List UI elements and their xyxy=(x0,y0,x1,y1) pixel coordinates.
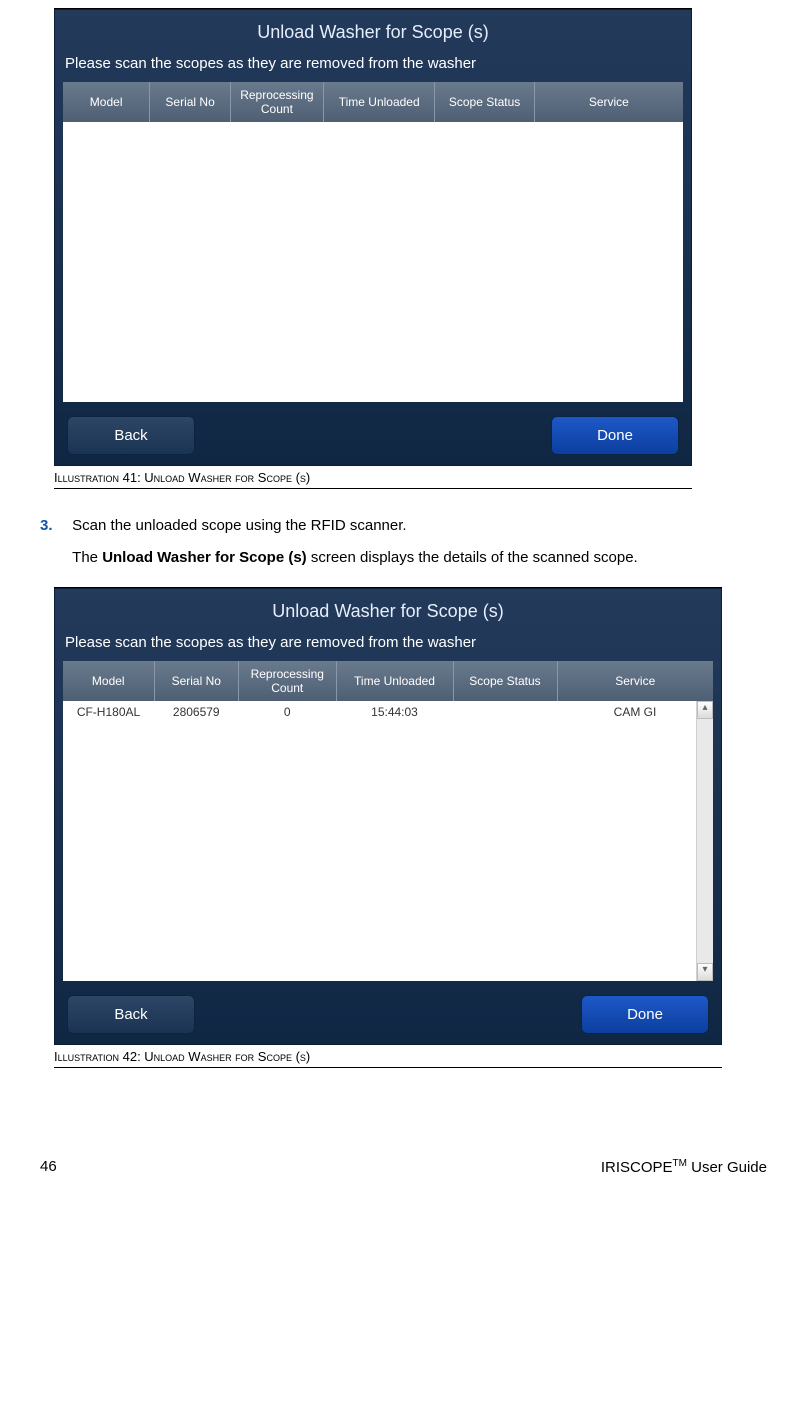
caption-prefix: Illustration xyxy=(54,470,119,485)
illustration-41: Unload Washer for Scope (s) Please scan … xyxy=(54,8,692,489)
caption-prefix: Illustration xyxy=(54,1049,119,1064)
page-number: 46 xyxy=(40,1158,57,1176)
app-window: Unload Washer for Scope (s) Please scan … xyxy=(54,9,692,466)
column-header: Service xyxy=(534,82,683,122)
caption-number: 42 xyxy=(123,1049,137,1064)
rule xyxy=(54,488,692,489)
table-cell: 15:44:03 xyxy=(336,701,453,723)
step-line-2b: screen displays the details of the scann… xyxy=(307,549,638,566)
window-title: Unload Washer for Scope (s) xyxy=(63,16,683,53)
scroll-up-icon[interactable]: ▴ xyxy=(697,701,713,719)
illustration-caption: Illustration 41: Unload Washer for Scope… xyxy=(54,466,310,485)
column-header: Serial No xyxy=(150,82,231,122)
caption-text: : Unload Washer for Scope (s) xyxy=(137,1049,310,1064)
window-instruction: Please scan the scopes as they are remov… xyxy=(63,632,713,661)
table-cell: 0 xyxy=(239,701,337,723)
button-row: Back Done xyxy=(63,995,713,1034)
column-header: ReprocessingCount xyxy=(239,661,337,701)
guide-suffix: User Guide xyxy=(687,1159,767,1176)
page-footer: 46 IRISCOPETM User Guide xyxy=(40,1158,767,1176)
done-button[interactable]: Done xyxy=(581,995,709,1034)
brand: IRISCOPE xyxy=(601,1159,673,1176)
step-line-2a: The xyxy=(72,549,102,566)
scroll-down-icon[interactable]: ▾ xyxy=(697,963,713,981)
window-title: Unload Washer for Scope (s) xyxy=(63,595,713,632)
table-cell xyxy=(453,701,557,723)
column-header: Model xyxy=(63,661,154,701)
button-row: Back Done xyxy=(63,416,683,455)
column-header: Time Unloaded xyxy=(323,82,435,122)
scope-table: ModelSerial NoReprocessingCountTime Unlo… xyxy=(63,82,683,122)
column-header: ReprocessingCount xyxy=(230,82,323,122)
guide-title: IRISCOPETM User Guide xyxy=(601,1158,767,1176)
table-body-area: ▴ ▾ xyxy=(63,122,683,402)
table-cell: 2806579 xyxy=(154,701,239,723)
app-window: Unload Washer for Scope (s) Please scan … xyxy=(54,588,722,1045)
back-button[interactable]: Back xyxy=(67,416,195,455)
scope-table: ModelSerial NoReprocessingCountTime Unlo… xyxy=(63,661,713,701)
window-instruction: Please scan the scopes as they are remov… xyxy=(63,53,683,82)
caption-number: 41 xyxy=(123,470,137,485)
table-cell: CAM GI xyxy=(557,701,713,723)
step-number: 3. xyxy=(40,515,68,537)
illustration-42: Unload Washer for Scope (s) Please scan … xyxy=(54,587,722,1068)
column-header: Time Unloaded xyxy=(336,661,453,701)
table-header-row: ModelSerial NoReprocessingCountTime Unlo… xyxy=(63,82,683,122)
step-line-2-bold: Unload Washer for Scope (s) xyxy=(102,549,306,566)
trademark: TM xyxy=(673,1158,687,1169)
column-header: Scope Status xyxy=(435,82,534,122)
table-header-row: ModelSerial NoReprocessingCountTime Unlo… xyxy=(63,661,713,701)
table-body-area: CF-H180AL2806579015:44:03 CAM GI ▴ ▾ xyxy=(63,701,713,981)
back-button[interactable]: Back xyxy=(67,995,195,1034)
column-header: Service xyxy=(557,661,713,701)
column-header: Scope Status xyxy=(453,661,557,701)
step-3: 3. Scan the unloaded scope using the RFI… xyxy=(40,515,767,569)
scrollbar[interactable]: ▴ ▾ xyxy=(696,701,713,981)
column-header: Serial No xyxy=(154,661,239,701)
table-cell: CF-H180AL xyxy=(63,701,154,723)
table-row: CF-H180AL2806579015:44:03 CAM GI xyxy=(63,701,713,723)
step-line-1: Scan the unloaded scope using the RFID s… xyxy=(72,517,406,534)
step-text: Scan the unloaded scope using the RFID s… xyxy=(72,515,765,569)
illustration-caption: Illustration 42: Unload Washer for Scope… xyxy=(54,1045,310,1064)
caption-text: : Unload Washer for Scope (s) xyxy=(137,470,310,485)
column-header: Model xyxy=(63,82,150,122)
done-button[interactable]: Done xyxy=(551,416,679,455)
rule xyxy=(54,1067,722,1068)
